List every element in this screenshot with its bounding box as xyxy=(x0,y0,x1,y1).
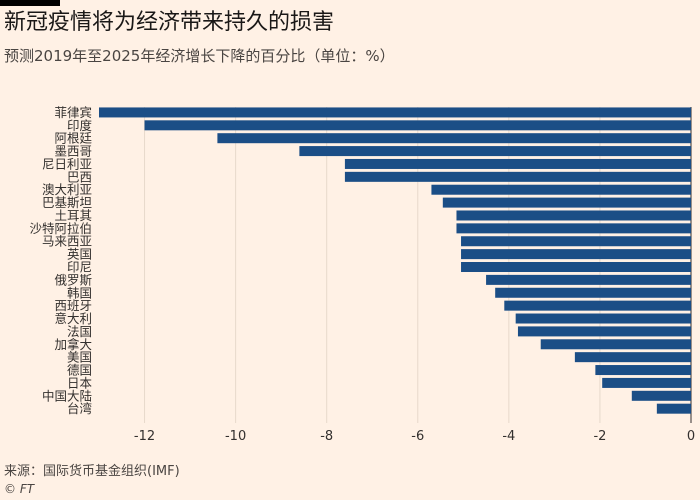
category-label: 菲律宾 xyxy=(54,105,92,120)
bar xyxy=(217,133,691,144)
x-tick-label: -10 xyxy=(225,429,246,444)
category-label: 美国 xyxy=(67,350,92,365)
bar xyxy=(602,377,691,388)
bar xyxy=(595,365,691,376)
category-label: 阿根廷 xyxy=(54,131,92,146)
category-label: 巴基斯坦 xyxy=(42,195,92,210)
bar-layer xyxy=(99,107,692,414)
bar xyxy=(486,274,691,285)
bar xyxy=(431,184,691,195)
bar xyxy=(517,326,691,337)
chart-title: 新冠疫情将为经济带来持久的损害 xyxy=(4,10,335,35)
bar xyxy=(461,249,691,260)
category-label: 日本 xyxy=(67,375,93,390)
x-tick-label: 0 xyxy=(687,429,695,444)
bar xyxy=(456,223,691,234)
bar xyxy=(344,158,691,169)
bar xyxy=(574,352,691,363)
category-label: 土耳其 xyxy=(54,208,92,223)
category-label: 印度 xyxy=(67,118,93,133)
category-label: 印尼 xyxy=(67,260,92,275)
bar xyxy=(144,120,692,131)
category-label: 俄罗斯 xyxy=(54,272,92,287)
x-tick-label: -6 xyxy=(411,429,424,444)
category-label: 沙特阿拉伯 xyxy=(29,221,92,236)
x-tick-label: -4 xyxy=(502,429,515,444)
category-label: 法国 xyxy=(67,324,92,339)
chart-subtitle: 预测2019年至2025年经济增长下降的百分比（单位：%） xyxy=(4,47,395,65)
category-label: 意大利 xyxy=(54,311,92,326)
category-label: 尼日利亚 xyxy=(42,156,92,171)
bar xyxy=(504,300,691,311)
bar xyxy=(461,236,691,247)
category-label: 德国 xyxy=(67,363,92,378)
tick-label-layer: -12 -10 -8 -6 -4 -2 0 xyxy=(134,429,695,444)
bar xyxy=(461,262,691,272)
x-tick-label: -8 xyxy=(320,429,333,444)
ft-credit: © FT xyxy=(4,482,35,496)
top-rule xyxy=(0,0,60,6)
bar xyxy=(631,390,691,401)
bar xyxy=(456,210,691,221)
category-label: 台湾 xyxy=(67,401,92,416)
category-label: 韩国 xyxy=(67,285,92,300)
category-label: 马来西亚 xyxy=(42,234,92,249)
bar xyxy=(344,171,691,182)
category-label: 英国 xyxy=(67,247,92,262)
bar xyxy=(442,197,691,208)
bar xyxy=(656,403,691,414)
bar xyxy=(299,146,691,157)
bar xyxy=(495,287,691,298)
bar xyxy=(99,107,691,118)
category-label: 加拿大 xyxy=(54,337,92,352)
source-note: 来源：国际货币基金组织(IMF) xyxy=(4,464,180,479)
category-label-layer: 菲律宾印度阿根廷墨西哥尼日利亚巴西澳大利亚巴基斯坦土耳其沙特阿拉伯马来西亚英国印… xyxy=(29,105,92,416)
x-tick-label: -12 xyxy=(134,429,155,444)
category-label: 巴西 xyxy=(67,169,92,184)
category-label: 墨西哥 xyxy=(54,144,92,159)
category-label: 中国大陆 xyxy=(42,388,92,403)
category-label: 西班牙 xyxy=(54,298,92,313)
bar xyxy=(540,339,691,350)
category-label: 澳大利亚 xyxy=(42,182,92,197)
x-tick-label: -2 xyxy=(593,429,606,444)
bar xyxy=(515,313,691,324)
